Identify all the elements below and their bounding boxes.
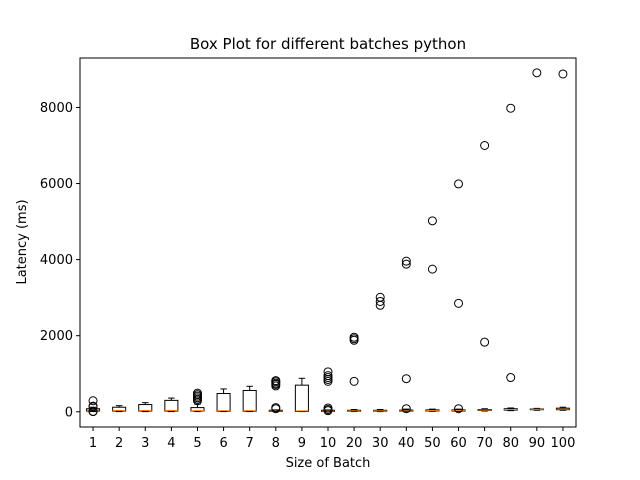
outlier-point [323,376,333,386]
outlier-point [375,296,385,306]
x-tick-label: 40 [398,436,415,451]
plot-frame [79,57,577,428]
x-tick-label: 6 [219,436,227,451]
outlier-point [401,404,411,414]
outlier-point [271,381,281,391]
y-tick-label: 8000 [40,101,73,116]
outlier-point [480,140,490,150]
outlier-point [88,396,98,406]
outlier-point [532,68,542,78]
outlier-point [271,404,281,414]
outlier-point [349,335,359,345]
outlier-point [506,103,516,113]
y-tick-label: 2000 [40,329,73,344]
outlier-point [427,264,437,274]
x-tick-label: 60 [450,436,467,451]
box [294,384,309,412]
outlier-point [88,402,98,412]
outlier-point [506,373,516,383]
outlier-point [401,259,411,269]
x-tick-label: 3 [141,436,149,451]
outlier-point [323,406,333,416]
y-tick-label: 0 [65,405,73,420]
outlier-point [427,216,437,226]
x-tick-label: 2 [115,436,123,451]
outlier-point [401,256,411,266]
x-tick-label: 9 [298,436,306,451]
outlier-point [454,404,464,414]
outlier-point [401,374,411,384]
x-tick-label: 4 [167,436,175,451]
x-tick-label: 1 [89,436,97,451]
outlier-point [454,179,464,189]
x-tick-label: 30 [372,436,389,451]
outlier-point [454,298,464,308]
y-axis-title: Latency (ms) [15,199,30,284]
x-axis-title: Size of Batch [286,456,371,471]
y-tick-label: 4000 [40,253,73,268]
x-tick-label: 50 [424,436,441,451]
y-tick-label: 6000 [40,177,73,192]
box [138,404,153,412]
box [164,399,179,412]
box [112,406,127,412]
plot-area: 0 2000 4000 6000 8000 1 2 3 4 5 6 7 8 9 10 20 30 40 50 60 70… [40,68,576,451]
box [216,393,231,412]
x-tick-label: 100 [551,436,576,451]
outlier-point [88,407,98,417]
x-tick-label: 5 [193,436,201,451]
x-tick-label: 70 [476,436,493,451]
outlier-point [480,337,490,347]
x-tick-label: 7 [246,436,254,451]
x-tick-label: 90 [529,436,546,451]
outlier-point [558,69,568,79]
outlier-point [375,300,385,310]
x-tick-label: 20 [346,436,363,451]
outlier-point [192,388,202,398]
box [242,389,257,412]
outlier-point [349,376,359,386]
chart-title: Box Plot for different batches python [190,35,466,53]
x-tick-label: 10 [320,436,337,451]
x-tick-label: 8 [272,436,280,451]
x-tick-label: 80 [502,436,519,451]
